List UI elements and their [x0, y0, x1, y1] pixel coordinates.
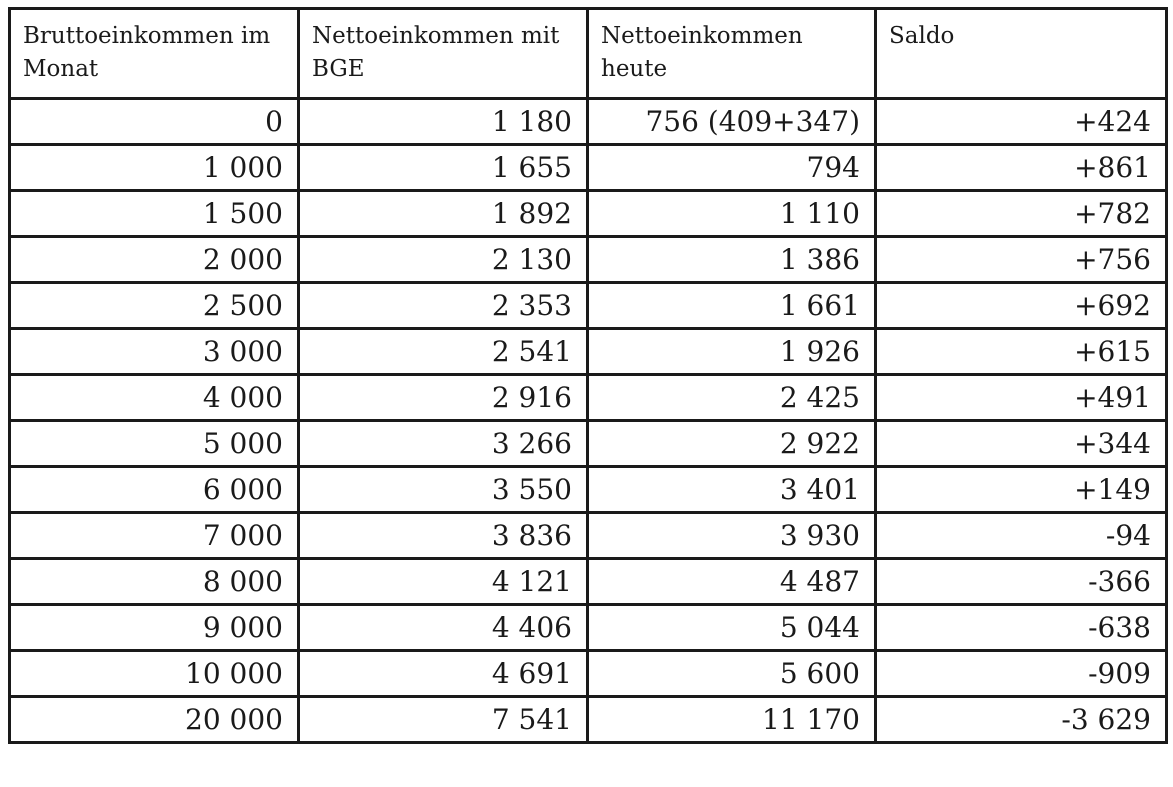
- table-row: 3 000 2 541 1 926 +615: [8, 327, 1168, 376]
- net-income-with-bge-cell: 1 180: [297, 97, 589, 146]
- table-row: 10 000 4 691 5 600 -909: [8, 649, 1168, 698]
- income-comparison-table-wrapper: Bruttoeinkommen im Monat Nettoeinkommen …: [8, 7, 1168, 744]
- table-row: 4 000 2 916 2 425 +491: [8, 373, 1168, 422]
- net-income-with-bge-cell: 2 130: [297, 235, 589, 284]
- balance-cell: -3 629: [874, 695, 1168, 744]
- net-income-today-cell: 1 386: [586, 235, 877, 284]
- gross-income-cell: 6 000: [8, 465, 300, 514]
- table-row: 2 500 2 353 1 661 +692: [8, 281, 1168, 330]
- net-income-with-bge-cell: 3 836: [297, 511, 589, 560]
- header-row: Bruttoeinkommen im Monat Nettoeinkommen …: [8, 7, 1168, 100]
- gross-income-cell: 3 000: [8, 327, 300, 376]
- table-row: 5 000 3 266 2 922 +344: [8, 419, 1168, 468]
- balance-cell: -909: [874, 649, 1168, 698]
- table-row: 7 000 3 836 3 930 -94: [8, 511, 1168, 560]
- gross-income-cell: 4 000: [8, 373, 300, 422]
- balance-cell: +861: [874, 143, 1168, 192]
- net-income-with-bge-cell: 1 892: [297, 189, 589, 238]
- gross-income-cell: 7 000: [8, 511, 300, 560]
- net-income-today-cell: 1 661: [586, 281, 877, 330]
- net-income-today-cell: 4 487: [586, 557, 877, 606]
- table-row: 8 000 4 121 4 487 -366: [8, 557, 1168, 606]
- header-net-income-today: Nettoeinkommen heute: [586, 7, 877, 100]
- net-income-today-cell: 3 930: [586, 511, 877, 560]
- table-header: Bruttoeinkommen im Monat Nettoeinkommen …: [8, 7, 1168, 100]
- gross-income-cell: 20 000: [8, 695, 300, 744]
- balance-cell: +615: [874, 327, 1168, 376]
- net-income-today-cell: 794: [586, 143, 877, 192]
- table-row: 20 000 7 541 11 170 -3 629: [8, 695, 1168, 744]
- table-row: 9 000 4 406 5 044 -638: [8, 603, 1168, 652]
- net-income-with-bge-cell: 3 550: [297, 465, 589, 514]
- gross-income-cell: 1 500: [8, 189, 300, 238]
- balance-cell: +692: [874, 281, 1168, 330]
- balance-cell: +149: [874, 465, 1168, 514]
- balance-cell: -366: [874, 557, 1168, 606]
- header-net-income-with-bge: Nettoeinkommen mit BGE: [297, 7, 589, 100]
- balance-cell: +424: [874, 97, 1168, 146]
- header-balance: Saldo: [874, 7, 1168, 100]
- gross-income-cell: 2 000: [8, 235, 300, 284]
- net-income-today-cell: 3 401: [586, 465, 877, 514]
- gross-income-cell: 8 000: [8, 557, 300, 606]
- net-income-with-bge-cell: 7 541: [297, 695, 589, 744]
- gross-income-cell: 5 000: [8, 419, 300, 468]
- net-income-today-cell: 2 922: [586, 419, 877, 468]
- net-income-with-bge-cell: 4 691: [297, 649, 589, 698]
- net-income-today-cell: 5 044: [586, 603, 877, 652]
- net-income-today-cell: 11 170: [586, 695, 877, 744]
- income-comparison-table: Bruttoeinkommen im Monat Nettoeinkommen …: [8, 7, 1168, 744]
- balance-cell: -94: [874, 511, 1168, 560]
- net-income-with-bge-cell: 2 916: [297, 373, 589, 422]
- balance-cell: +344: [874, 419, 1168, 468]
- net-income-today-cell: 2 425: [586, 373, 877, 422]
- net-income-today-cell: 1 110: [586, 189, 877, 238]
- net-income-with-bge-cell: 1 655: [297, 143, 589, 192]
- balance-cell: +756: [874, 235, 1168, 284]
- table-row: 1 500 1 892 1 110 +782: [8, 189, 1168, 238]
- net-income-with-bge-cell: 2 353: [297, 281, 589, 330]
- gross-income-cell: 1 000: [8, 143, 300, 192]
- gross-income-cell: 0: [8, 97, 300, 146]
- balance-cell: +491: [874, 373, 1168, 422]
- header-gross-income: Bruttoeinkommen im Monat: [8, 7, 300, 100]
- net-income-today-cell: 1 926: [586, 327, 877, 376]
- balance-cell: -638: [874, 603, 1168, 652]
- net-income-with-bge-cell: 2 541: [297, 327, 589, 376]
- net-income-with-bge-cell: 4 406: [297, 603, 589, 652]
- gross-income-cell: 10 000: [8, 649, 300, 698]
- gross-income-cell: 2 500: [8, 281, 300, 330]
- gross-income-cell: 9 000: [8, 603, 300, 652]
- net-income-today-cell: 5 600: [586, 649, 877, 698]
- net-income-with-bge-cell: 4 121: [297, 557, 589, 606]
- net-income-today-cell: 756 (409+347): [586, 97, 877, 146]
- balance-cell: +782: [874, 189, 1168, 238]
- net-income-with-bge-cell: 3 266: [297, 419, 589, 468]
- table-row: 1 000 1 655 794 +861: [8, 143, 1168, 192]
- table-row: 2 000 2 130 1 386 +756: [8, 235, 1168, 284]
- table-row: 6 000 3 550 3 401 +149: [8, 465, 1168, 514]
